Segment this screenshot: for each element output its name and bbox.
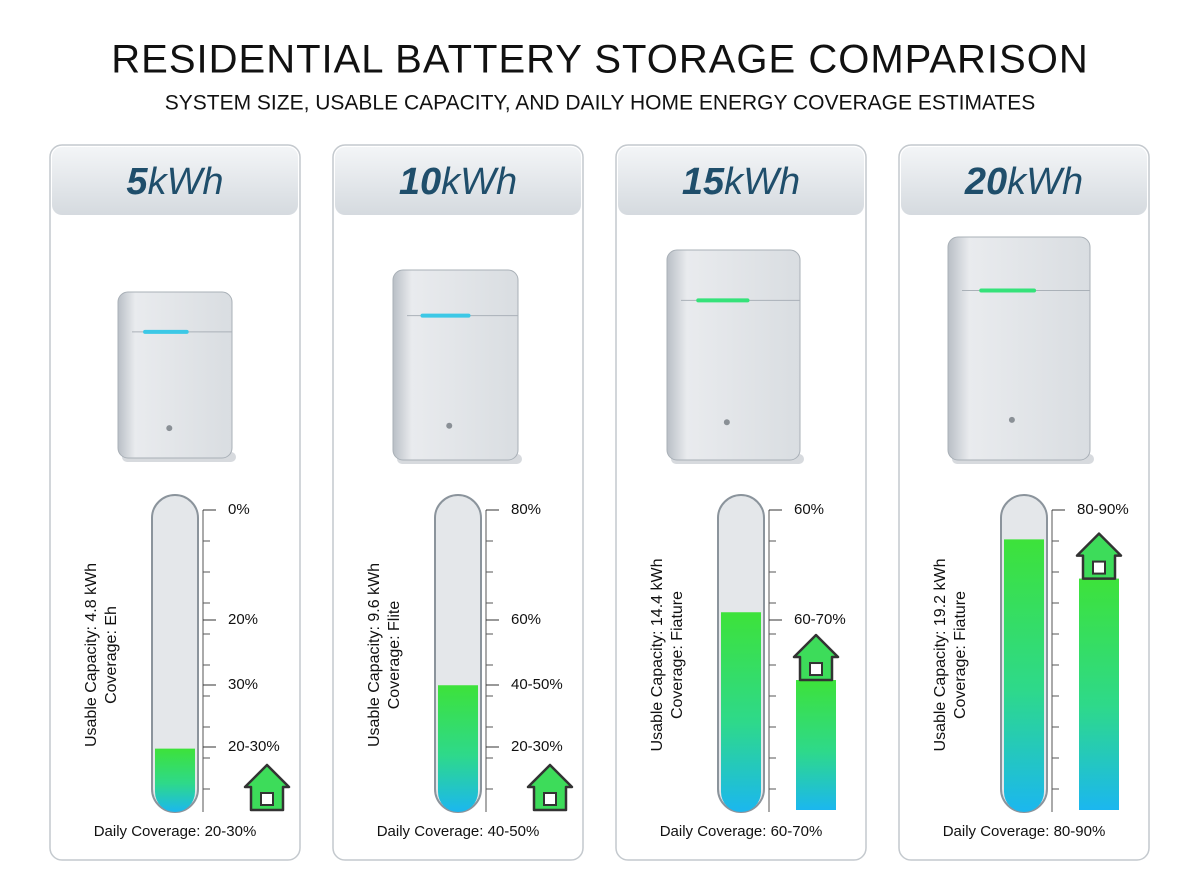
house-door bbox=[260, 792, 274, 806]
size-unit: kWh bbox=[1007, 161, 1083, 203]
house-door bbox=[543, 792, 557, 806]
battery bbox=[392, 269, 519, 461]
panel-header bbox=[618, 147, 864, 215]
capacity-label: Usable Capacity: 9.6 kWh bbox=[366, 563, 383, 747]
house-icon bbox=[243, 763, 291, 812]
size-label: 5kWh bbox=[126, 161, 223, 203]
capacity-label: Usable Capacity: 14.4 kWh bbox=[649, 559, 666, 752]
daily-coverage: Daily Coverage: 40-50% bbox=[377, 823, 540, 840]
panel-header bbox=[901, 147, 1147, 215]
battery-logo bbox=[166, 425, 173, 432]
scale-label: 30% bbox=[228, 676, 258, 693]
capacity-label: Usable Capacity: 19.2 kWh bbox=[932, 559, 949, 752]
capacity-label: Usable Capacity: 4.8 kWh bbox=[83, 563, 100, 747]
scale-label: 20% bbox=[228, 611, 258, 628]
battery-led bbox=[979, 288, 1037, 293]
subtitle: SYSTEM SIZE, USABLE CAPACITY, AND DAILY … bbox=[165, 92, 1036, 115]
house-door bbox=[809, 662, 823, 677]
size-unit: kWh bbox=[148, 161, 224, 203]
coverage-label: Coverage: Fiature bbox=[952, 591, 969, 719]
size-number: 15 bbox=[682, 161, 725, 203]
tube-fill bbox=[1004, 539, 1044, 812]
panel-header bbox=[335, 147, 581, 215]
scale-label: 0% bbox=[228, 501, 250, 518]
battery bbox=[947, 236, 1091, 461]
daily-coverage: Daily Coverage: 80-90% bbox=[943, 823, 1106, 840]
coverage-bar bbox=[796, 680, 836, 810]
battery-logo bbox=[1008, 416, 1015, 423]
tube-fill bbox=[721, 612, 761, 812]
coverage-label: Coverage: Flite bbox=[386, 601, 403, 710]
battery bbox=[117, 291, 233, 459]
size-number: 5 bbox=[126, 161, 148, 203]
panel-header bbox=[52, 147, 298, 215]
scale-label: 20-30% bbox=[228, 738, 280, 755]
scale-label: 80% bbox=[511, 501, 541, 518]
battery-led bbox=[143, 329, 189, 334]
scale-label: 60-70% bbox=[794, 611, 846, 628]
house-door bbox=[1092, 560, 1106, 575]
battery bbox=[666, 249, 801, 461]
size-number: 10 bbox=[399, 161, 441, 203]
battery-led bbox=[696, 298, 750, 303]
size-label: 10kWh bbox=[399, 161, 517, 203]
house-icon bbox=[526, 763, 574, 812]
house-icon bbox=[792, 633, 840, 682]
daily-coverage: Daily Coverage: 20-30% bbox=[94, 823, 257, 840]
size-unit: kWh bbox=[724, 161, 800, 203]
scale-label: 60% bbox=[511, 611, 541, 628]
battery-logo bbox=[446, 422, 453, 429]
scale-label: 60% bbox=[794, 501, 824, 518]
coverage-label: Coverage: Fiature bbox=[669, 591, 686, 719]
battery-led bbox=[420, 313, 471, 318]
house-icon bbox=[1075, 532, 1123, 580]
scale-label: 40-50% bbox=[511, 676, 563, 693]
coverage-label: Coverage: Eh bbox=[103, 606, 120, 704]
title: RESIDENTIAL BATTERY STORAGE COMPARISON bbox=[111, 38, 1088, 82]
size-unit: kWh bbox=[441, 161, 517, 203]
size-number: 20 bbox=[964, 161, 1007, 203]
scale-label: 20-30% bbox=[511, 738, 563, 755]
size-label: 15kWh bbox=[682, 161, 800, 203]
size-label: 20kWh bbox=[964, 161, 1083, 203]
tube-fill bbox=[438, 685, 478, 812]
tube-fill bbox=[155, 748, 195, 812]
battery-logo bbox=[723, 419, 730, 426]
coverage-bar bbox=[1079, 578, 1119, 810]
daily-coverage: Daily Coverage: 60-70% bbox=[660, 823, 823, 840]
scale-label: 80-90% bbox=[1077, 501, 1129, 518]
